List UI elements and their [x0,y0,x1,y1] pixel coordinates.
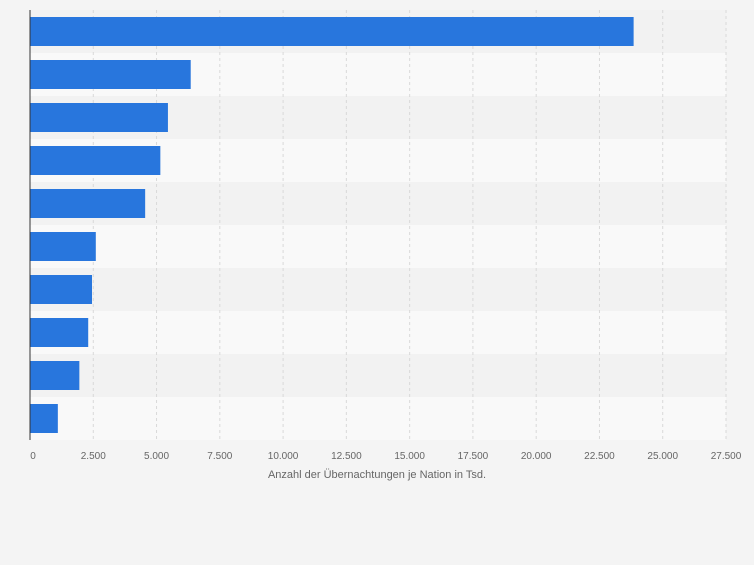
row-bands [30,10,726,440]
row-band [30,354,726,397]
x-tick-label: 15.000 [394,451,425,462]
bar [30,318,89,347]
x-tick-label: 2.500 [81,451,106,462]
bars [30,17,634,433]
x-tick-label: 27.500 [711,451,742,462]
row-band [30,311,726,354]
x-tick-label: 17.500 [458,451,489,462]
bar [30,103,168,132]
bar [30,361,80,390]
row-band [30,225,726,268]
x-axis-label: Anzahl der Übernachtungen je Nation in T… [268,469,486,481]
row-band [30,397,726,440]
bar [30,60,191,89]
x-tick-labels: 0 2.500 5.000 7.500 10.000 12.500 15.000 17.500… [30,451,742,462]
bar [30,275,93,304]
bar [30,146,161,175]
x-tick-label: 10.000 [268,451,299,462]
bar [30,404,58,433]
bar [30,17,634,46]
x-tick-label: 20.000 [521,451,552,462]
x-tick-label: 12.500 [331,451,362,462]
row-band [30,268,726,311]
x-tick-label: 7.500 [207,451,232,462]
row-band [30,182,726,225]
x-tick-label: 0 [30,451,36,462]
bar [30,232,96,261]
bar [30,189,146,218]
x-tick-label: 5.000 [144,451,169,462]
x-tick-label: 22.500 [584,451,615,462]
x-tick-label: 25.000 [647,451,678,462]
